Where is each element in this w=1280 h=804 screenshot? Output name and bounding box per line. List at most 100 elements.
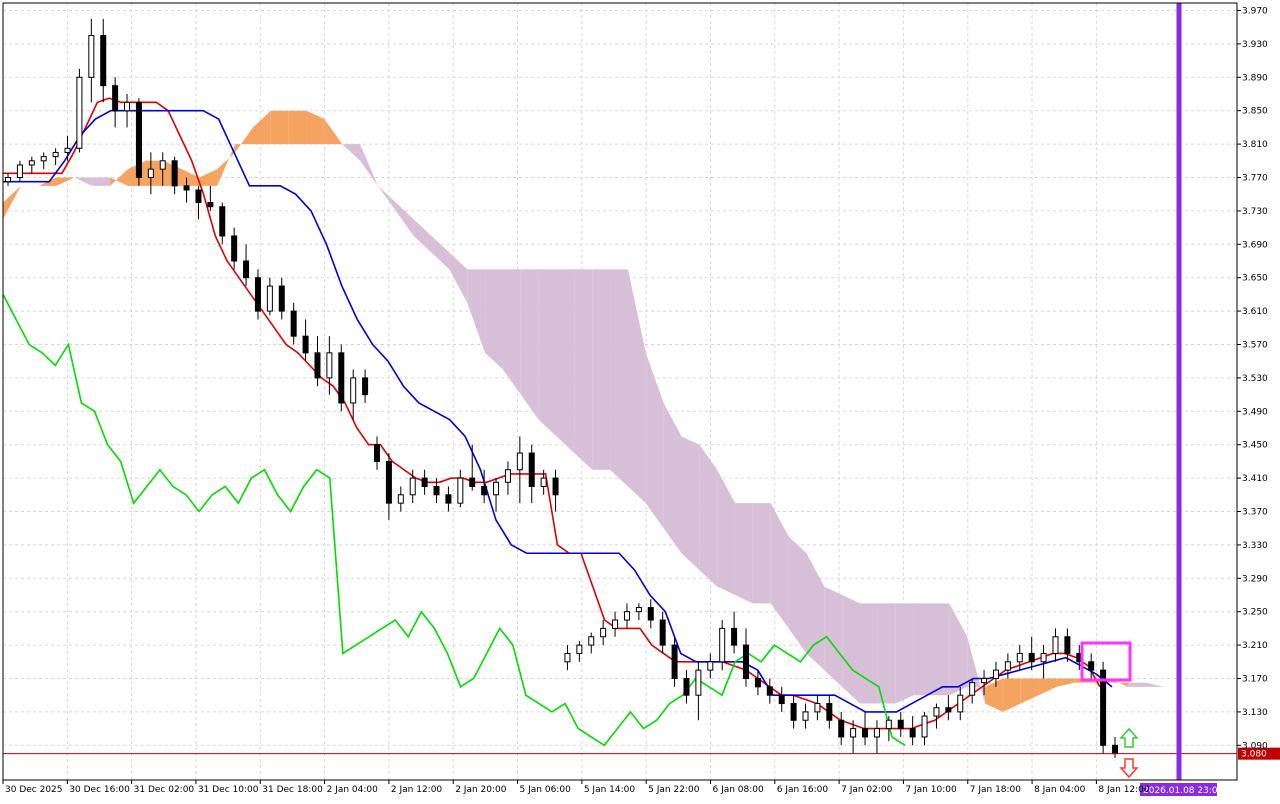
candle-body [457,477,464,504]
highlight-box [1080,641,1132,682]
kumo-segment [217,144,236,186]
candle-body [40,156,47,162]
x-tick-label: 5 Jan 22:00 [648,785,700,795]
kumo-segment [663,402,682,554]
candle-body [409,477,416,496]
candle-body [195,189,202,204]
x-tick-label: 2 Jan 12:00 [391,785,443,795]
candle-body [88,35,95,78]
candle-body [802,711,809,721]
kumo-segment [306,110,325,145]
kumo-segment [145,160,164,186]
candle-body [385,460,392,504]
candle-body [290,310,297,337]
candle-body [826,703,833,721]
kumo-segment [627,269,646,504]
candle-body [981,678,988,684]
y-tick-label: 3.690 [1242,240,1268,250]
candle-body [695,669,702,696]
candle-body [100,35,107,87]
x-tick-label: 5 Jan 06:00 [520,785,572,795]
candle-body [433,485,440,496]
kumo-segment [395,202,414,236]
candle-body [135,101,142,178]
candle-body [469,477,476,487]
candle-body [790,703,797,721]
candle-body [933,707,940,717]
kumo-segment [824,586,843,687]
candle-body [1100,669,1107,746]
kumo-segment [110,169,128,186]
x-tick-label: 31 Dec 18:00 [262,785,323,795]
candle-body [766,686,773,696]
kumo-segment [199,169,218,186]
candle-body [921,715,928,738]
kumo-segment [485,269,503,370]
candle-body [778,694,785,705]
candle-body [350,377,357,404]
kumo-segment [74,177,93,186]
candle-body [493,481,500,496]
kumo-segment [1002,678,1021,712]
candle-body [112,85,119,112]
y-tick-label: 3.410 [1242,474,1268,484]
candle-body [719,627,726,663]
candle-body [528,452,535,487]
candle-body [278,285,285,312]
y-tick-label: 3.090 [1242,741,1268,751]
kumo-segment [467,269,486,353]
candle-body [338,352,345,404]
y-tick-label: 3.210 [1242,641,1268,651]
kumo-segment [556,269,575,454]
candle-body [671,644,678,679]
kumo-segment [592,269,611,470]
kumo-segment [895,603,914,704]
ichimoku-cloud [3,110,1200,712]
kumo-segment [56,177,75,186]
candle-body [171,160,178,187]
candle-body [897,719,904,730]
kumo-segment [324,119,343,145]
kumo-segment [288,110,307,145]
kumo-segment [3,185,21,220]
candle-body [862,728,869,738]
kumo-segment [538,269,557,437]
y-tick-label: 3.650 [1242,274,1268,284]
kumo-segment [717,469,736,595]
candle-body [1016,652,1023,663]
kumo-segment [985,678,1003,712]
candle-body [374,444,380,462]
candle-body [28,160,35,166]
candle-body [207,202,214,208]
kumo-segment [413,219,432,253]
cursor-time-badge [1140,783,1217,796]
chikou-span-line [2,294,906,747]
candle-body [992,669,999,680]
candle-body [52,151,59,158]
x-tick-label: 31 Dec 10:00 [198,785,259,795]
kumo-segment [270,110,289,145]
candle-body [743,644,749,679]
x-tick-label: 7 Jan 10:00 [905,785,957,795]
price-candles [5,18,1118,758]
candle-body [243,260,250,279]
candle-body [850,728,857,738]
kumo-segment [699,444,718,587]
y-tick-label: 3.810 [1242,140,1268,150]
y-tick-label: 3.450 [1242,441,1268,451]
y-tick-label: 3.370 [1242,508,1268,518]
candle-body [314,352,321,379]
y-tick-label: 3.130 [1242,708,1268,718]
candle-body [326,352,333,379]
candle-body [659,619,666,646]
candle-body [969,682,976,696]
candle-body [873,728,880,738]
kumo-segment [1145,682,1164,687]
kumo-segment [1056,678,1075,687]
kumo-segment [610,269,628,487]
candle-body [540,477,547,487]
x-tick-label: 6 Jan 08:00 [712,785,764,795]
kumo-segment [181,169,200,186]
